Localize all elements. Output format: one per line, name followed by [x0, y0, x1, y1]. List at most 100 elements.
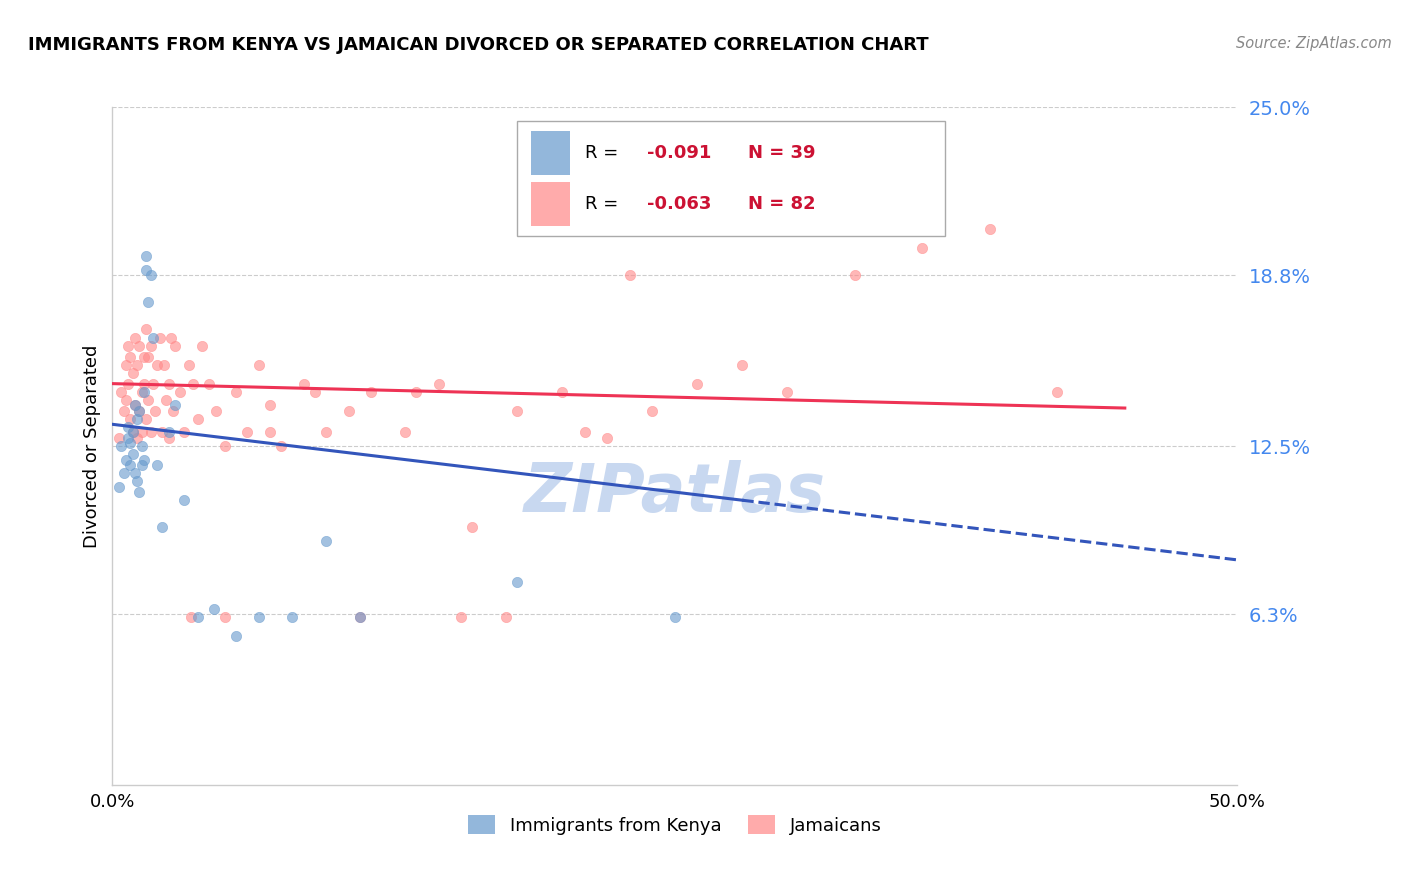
Point	[143, 403, 166, 417]
Point	[214, 439, 236, 453]
Point	[180, 610, 202, 624]
Point	[131, 425, 153, 440]
Point	[150, 425, 173, 440]
Point	[495, 610, 517, 624]
Text: IMMIGRANTS FROM KENYA VS JAMAICAN DIVORCED OR SEPARATED CORRELATION CHART: IMMIGRANTS FROM KENYA VS JAMAICAN DIVORC…	[28, 36, 929, 54]
Point	[259, 425, 281, 440]
Point	[225, 384, 247, 399]
Point	[540, 168, 562, 182]
Point	[349, 610, 371, 624]
Point	[127, 412, 149, 426]
Text: ZIPatlas: ZIPatlas	[524, 460, 825, 526]
Point	[132, 452, 155, 467]
Point	[157, 425, 180, 440]
Point	[124, 330, 146, 344]
Point	[115, 392, 138, 407]
Point	[247, 610, 270, 624]
Point	[112, 466, 135, 480]
Point	[127, 431, 149, 445]
Point	[139, 339, 162, 353]
Point	[236, 425, 259, 440]
Point	[128, 485, 150, 500]
Point	[138, 350, 160, 364]
Text: N = 39: N = 39	[748, 144, 815, 161]
Point	[115, 358, 138, 372]
Point	[911, 241, 934, 255]
Point	[183, 376, 205, 391]
Point	[121, 425, 143, 440]
Point	[124, 466, 146, 480]
Point	[117, 339, 139, 353]
Point	[292, 376, 315, 391]
Point	[117, 376, 139, 391]
Point	[205, 403, 228, 417]
Point	[131, 384, 153, 399]
Point	[135, 412, 157, 426]
Point	[128, 339, 150, 353]
Point	[135, 322, 157, 336]
Point	[139, 268, 162, 282]
Text: R =: R =	[585, 144, 624, 161]
Point	[173, 425, 195, 440]
Point	[132, 350, 155, 364]
Point	[131, 439, 153, 453]
Point	[776, 384, 799, 399]
Point	[405, 384, 427, 399]
Point	[979, 222, 1001, 236]
Point	[1046, 384, 1069, 399]
Legend: Immigrants from Kenya, Jamaicans: Immigrants from Kenya, Jamaicans	[458, 806, 891, 844]
Point	[127, 475, 149, 489]
Point	[187, 610, 209, 624]
FancyBboxPatch shape	[531, 131, 571, 175]
Point	[461, 520, 484, 534]
Point	[315, 533, 337, 548]
Point	[641, 403, 664, 417]
Point	[108, 431, 131, 445]
Point	[131, 458, 153, 472]
Point	[165, 339, 187, 353]
Point	[247, 358, 270, 372]
Point	[120, 350, 142, 364]
Point	[108, 480, 131, 494]
Point	[110, 384, 132, 399]
Point	[506, 403, 529, 417]
Point	[150, 520, 173, 534]
FancyBboxPatch shape	[531, 182, 571, 226]
Point	[259, 398, 281, 412]
Point	[128, 403, 150, 417]
Point	[115, 452, 138, 467]
Point	[121, 447, 143, 461]
Point	[127, 358, 149, 372]
Point	[394, 425, 416, 440]
Point	[731, 358, 754, 372]
Point	[117, 431, 139, 445]
Point	[157, 431, 180, 445]
Point	[664, 610, 686, 624]
Point	[117, 420, 139, 434]
Point	[450, 610, 472, 624]
Point	[160, 330, 183, 344]
Point	[360, 384, 382, 399]
Point	[177, 358, 200, 372]
Text: -0.091: -0.091	[647, 144, 711, 161]
Point	[619, 268, 641, 282]
Point	[304, 384, 326, 399]
Point	[138, 392, 160, 407]
Point	[146, 358, 169, 372]
Point	[596, 431, 619, 445]
Point	[281, 610, 304, 624]
Point	[139, 425, 162, 440]
Point	[225, 629, 247, 643]
Point	[138, 295, 160, 310]
Point	[149, 330, 172, 344]
Point	[124, 398, 146, 412]
Y-axis label: Divorced or Separated: Divorced or Separated	[83, 344, 101, 548]
Point	[427, 376, 450, 391]
Point	[112, 403, 135, 417]
Point	[157, 376, 180, 391]
FancyBboxPatch shape	[517, 120, 945, 235]
Point	[349, 610, 371, 624]
Point	[128, 403, 150, 417]
Point	[132, 384, 155, 399]
Point	[121, 425, 143, 440]
